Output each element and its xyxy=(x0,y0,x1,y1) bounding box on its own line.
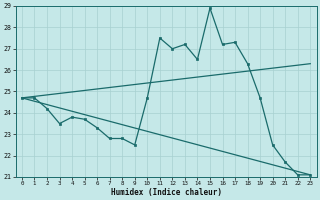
X-axis label: Humidex (Indice chaleur): Humidex (Indice chaleur) xyxy=(111,188,221,197)
